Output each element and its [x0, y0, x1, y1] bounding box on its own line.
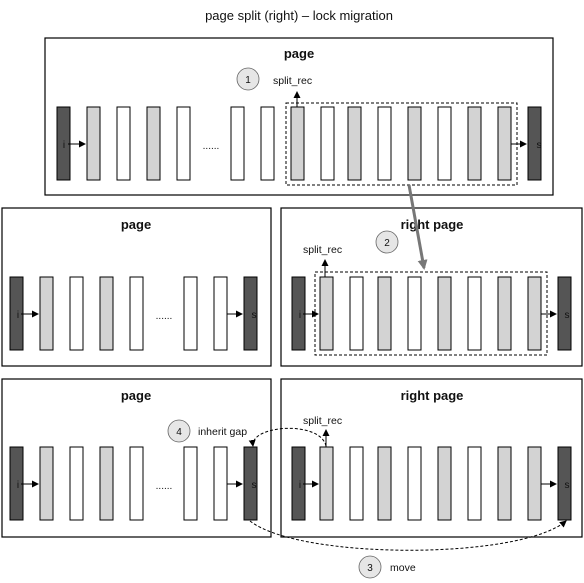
top-supremum-letter: s	[537, 140, 542, 151]
bot-left-record	[129, 446, 144, 521]
bot-left-record	[69, 446, 84, 521]
top-record	[146, 106, 161, 181]
mid-right-record	[527, 276, 542, 351]
bot-right-supremum-letter: s	[565, 480, 570, 491]
bot-right-supremum-record	[557, 446, 572, 521]
bot-right-record	[349, 446, 364, 521]
move-label: move	[390, 562, 416, 574]
step-2-badge	[375, 230, 399, 254]
top-record	[377, 106, 392, 181]
mid-right-moved-range-box	[314, 271, 548, 356]
bot-right-record	[377, 446, 392, 521]
top-record	[437, 106, 452, 181]
mid-left-record	[39, 276, 54, 351]
top-record	[260, 106, 275, 181]
top-record	[230, 106, 245, 181]
mid-left-page-label: page	[121, 217, 151, 232]
bot-right-record	[527, 446, 542, 521]
bot-left-record	[183, 446, 198, 521]
bot-right-page-panel: right page split_rec i s	[280, 378, 583, 538]
mid-left-record	[99, 276, 114, 351]
top-page-panel: page 1 split_rec i ...... s	[44, 37, 554, 196]
bot-left-infimum-letter: i	[17, 480, 19, 491]
bot-right-split-record	[319, 446, 334, 521]
top-supremum-record	[527, 106, 542, 181]
bot-right-record	[437, 446, 452, 521]
step-4-number: 4	[176, 427, 182, 438]
top-record	[176, 106, 191, 181]
mid-right-page-panel: right page 2 split_rec i s	[280, 207, 583, 367]
bot-right-split-rec-label: split_rec	[303, 415, 342, 427]
step-4-badge	[167, 419, 191, 443]
mid-right-record	[377, 276, 392, 351]
move-arrow	[249, 520, 567, 551]
bot-left-supremum-record	[243, 446, 258, 521]
bot-right-infimum-letter: i	[299, 480, 301, 491]
mid-left-supremum-record	[243, 276, 258, 351]
top-record	[497, 106, 512, 181]
bot-right-record	[407, 446, 422, 521]
step-1-number: 1	[245, 75, 251, 86]
mid-left-page-panel: page i ...... s	[1, 207, 272, 367]
top-record	[320, 106, 335, 181]
mid-left-ellipsis: ......	[156, 311, 173, 322]
bot-left-supremum-letter: s	[252, 480, 257, 491]
top-split-rec-label: split_rec	[273, 75, 312, 87]
mid-right-record	[437, 276, 452, 351]
bot-left-page-panel: page 4 inherit gap i ...... s	[1, 378, 272, 538]
mid-right-record	[497, 276, 512, 351]
mid-right-infimum-letter: i	[299, 310, 301, 321]
bot-left-record	[213, 446, 228, 521]
top-page-label: page	[284, 46, 314, 61]
mid-right-record	[407, 276, 422, 351]
mid-left-record	[183, 276, 198, 351]
mid-right-record	[349, 276, 364, 351]
mid-left-infimum-letter: i	[17, 310, 19, 321]
mid-right-split-rec-label: split_rec	[303, 244, 342, 256]
inherit-gap-arrow	[248, 427, 327, 447]
mid-left-record	[213, 276, 228, 351]
step-1-badge	[236, 67, 260, 91]
mid-right-split-record	[319, 276, 334, 351]
top-ellipsis: ......	[203, 141, 220, 152]
bot-left-page-label: page	[121, 388, 151, 403]
mid-right-supremum-letter: s	[565, 310, 570, 321]
step-3-number: 3	[367, 563, 373, 574]
top-record	[86, 106, 101, 181]
top-split-record	[290, 106, 305, 181]
inherit-gap-label: inherit gap	[198, 426, 247, 438]
bot-right-record	[497, 446, 512, 521]
top-record	[116, 106, 131, 181]
bot-left-record	[39, 446, 54, 521]
migration-arrow	[407, 184, 428, 270]
diagram-title: page split (right) – lock migration	[205, 8, 393, 23]
top-infimum-letter: i	[63, 140, 65, 151]
mid-right-record	[467, 276, 482, 351]
top-record	[467, 106, 482, 181]
step-2-number: 2	[384, 238, 390, 249]
mid-right-page-label: right page	[401, 217, 464, 232]
top-record	[407, 106, 422, 181]
top-record	[347, 106, 362, 181]
bot-right-page-label: right page	[401, 388, 464, 403]
bot-left-record	[99, 446, 114, 521]
bot-left-ellipsis: ......	[156, 481, 173, 492]
step-3-badge	[358, 555, 382, 579]
bot-right-record	[467, 446, 482, 521]
mid-left-record	[69, 276, 84, 351]
mid-left-record	[129, 276, 144, 351]
mid-left-supremum-letter: s	[252, 310, 257, 321]
mid-right-supremum-record	[557, 276, 572, 351]
